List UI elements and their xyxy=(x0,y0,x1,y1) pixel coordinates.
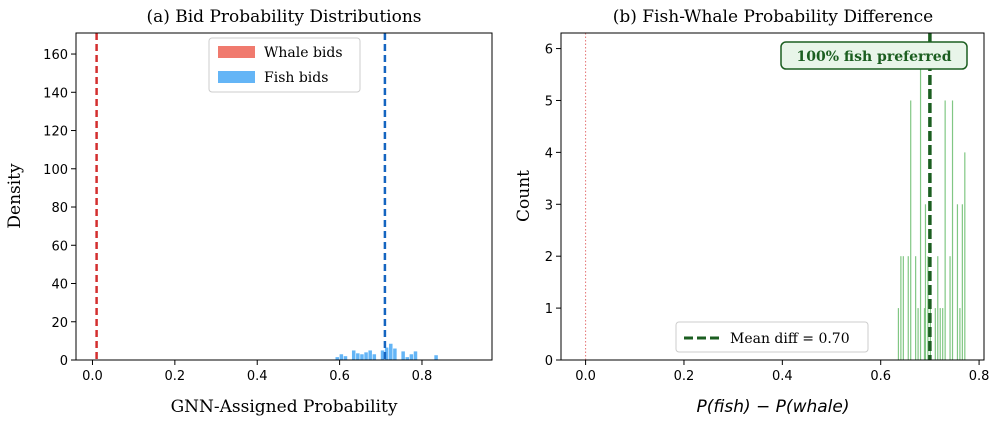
fish-bar xyxy=(405,357,410,360)
difference-bar xyxy=(923,308,926,360)
panel-b: (b) Fish-Whale Probability Difference 0.… xyxy=(514,7,989,417)
fish-bar xyxy=(356,353,360,360)
difference-bar xyxy=(900,256,902,360)
panel-a-x-tick-label: 0.6 xyxy=(329,369,350,384)
panel-a-y-tick-label: 40 xyxy=(51,278,68,293)
panel-a-x-ticks: 0.0 0.2 0.4 0.6 0.8 xyxy=(82,360,432,384)
panel-b-y-tick-label: 5 xyxy=(545,94,553,109)
fish-bar xyxy=(335,357,339,360)
panel-b-y-axis-label: Count xyxy=(514,170,534,222)
fish-bar xyxy=(343,356,348,360)
panel-b-y-ticks: 0 1 2 3 4 5 6 xyxy=(545,43,561,369)
difference-bar xyxy=(915,256,917,360)
panel-a-x-tick-label: 0.0 xyxy=(82,369,103,384)
panel-b-annotation: 100% fish preferred xyxy=(780,41,968,70)
panel-a-y-axis-label: Density xyxy=(5,163,25,229)
fish-bar xyxy=(360,354,364,360)
difference-bar xyxy=(942,308,944,360)
fish-bar xyxy=(364,352,368,360)
fish-bar xyxy=(434,355,438,360)
panel-b-legend-box xyxy=(675,321,869,353)
annotation-box xyxy=(780,41,968,70)
difference-bar xyxy=(951,100,954,360)
panel-b-x-tick-label: 0.2 xyxy=(674,369,695,384)
fish-bar xyxy=(368,350,372,360)
panel-b-legend: Mean diff = 0.70 xyxy=(675,321,869,353)
fish-bar xyxy=(389,343,393,360)
legend-swatch-fish xyxy=(218,71,255,83)
fish-bar xyxy=(339,354,344,360)
difference-bar xyxy=(944,100,946,360)
panel-a-y-tick-label: 140 xyxy=(43,86,68,101)
panel-a-frame xyxy=(75,32,493,361)
panel-b-y-tick-label: 2 xyxy=(545,250,553,265)
fish-bar xyxy=(413,351,418,360)
fish-bar xyxy=(372,354,377,360)
panel-a-x-tick-label: 0.2 xyxy=(165,369,186,384)
difference-bar xyxy=(897,308,900,360)
panel-b-frame xyxy=(560,32,985,361)
panel-a-y-ticks: 0 20 40 60 80 100 120 140 160 xyxy=(43,48,76,369)
panel-b-y-tick-label: 4 xyxy=(545,146,553,161)
fish-bar xyxy=(393,348,397,360)
panel-b-y-tick-label: 3 xyxy=(545,198,553,213)
panel-b-x-axis-label: P(fish) − P(whale) xyxy=(697,397,850,417)
panel-a-y-tick-label: 160 xyxy=(43,48,68,63)
difference-bar xyxy=(934,308,936,360)
panel-b-plot-area xyxy=(585,33,966,360)
panel-b-title: (b) Fish-Whale Probability Difference xyxy=(613,7,934,27)
panel-b-x-tick-label: 0.8 xyxy=(969,369,990,384)
panel-a-legend: Whale bids Fish bids xyxy=(208,37,361,93)
annotation-text: 100% fish preferred xyxy=(797,49,952,65)
panel-b-x-tick-label: 0.4 xyxy=(772,369,793,384)
panel-b-y-tick-label: 1 xyxy=(545,302,553,317)
panel-a-x-tick-label: 0.8 xyxy=(412,369,433,384)
fish-bar xyxy=(401,351,405,360)
panel-b-y-tick-label: 6 xyxy=(545,43,553,58)
legend-swatch-whale xyxy=(218,46,255,58)
legend-label-whale: Whale bids xyxy=(264,45,343,61)
panel-a-y-tick-label: 20 xyxy=(51,316,68,331)
panel-a-y-tick-label: 60 xyxy=(51,239,68,254)
difference-bar xyxy=(939,308,941,360)
panel-a-title: (a) Bid Probability Distributions xyxy=(146,7,421,27)
difference-bar xyxy=(956,204,959,360)
difference-bar xyxy=(910,100,912,360)
difference-bar xyxy=(902,256,904,360)
panel-a-x-axis-label: GNN-Assigned Probability xyxy=(171,397,398,417)
legend-label-mean-diff: Mean diff = 0.70 xyxy=(730,331,850,347)
panel-b-x-ticks: 0.0 0.2 0.4 0.6 0.8 xyxy=(575,360,989,384)
fish-bar xyxy=(351,350,356,360)
panel-a-y-tick-label: 0 xyxy=(60,354,68,369)
difference-bar xyxy=(919,48,922,360)
panel-a-plot-area xyxy=(95,33,438,360)
difference-bar xyxy=(917,308,919,360)
difference-bar xyxy=(907,256,909,360)
fish-bar xyxy=(384,347,389,360)
panel-b-x-tick-label: 0.6 xyxy=(870,369,891,384)
difference-bar xyxy=(959,308,961,360)
difference-bar xyxy=(949,256,951,360)
fish-bar xyxy=(409,354,414,360)
panel-b-y-tick-label: 0 xyxy=(545,354,553,369)
fish-bar xyxy=(380,350,385,360)
panel-b-x-tick-label: 0.0 xyxy=(575,369,596,384)
difference-bar xyxy=(927,256,929,360)
panel-a-y-tick-label: 80 xyxy=(51,201,68,216)
difference-bar xyxy=(961,204,963,360)
panel-a-y-tick-label: 100 xyxy=(43,163,68,178)
difference-bar xyxy=(924,204,927,360)
legend-label-fish: Fish bids xyxy=(264,70,328,86)
difference-bar xyxy=(964,152,966,360)
difference-bar xyxy=(937,256,939,360)
panel-a-x-tick-label: 0.4 xyxy=(247,369,268,384)
panel-a-y-tick-label: 120 xyxy=(43,125,68,140)
panel-a: (a) Bid Probability Distributions 0.0 0.2… xyxy=(5,7,493,417)
